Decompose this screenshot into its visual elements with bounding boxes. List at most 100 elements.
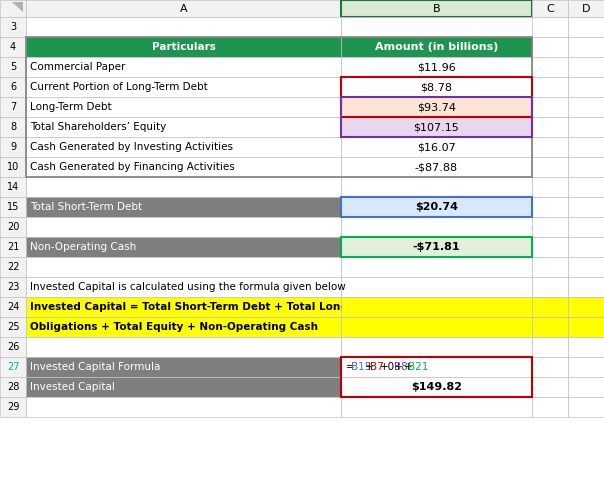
Bar — [26, 157, 341, 177]
Bar — [532, 177, 568, 197]
Text: B: B — [432, 3, 440, 14]
Bar — [568, 177, 604, 197]
Bar — [26, 197, 341, 217]
Bar — [26, 17, 341, 37]
Bar — [0, 197, 26, 217]
Text: B8: B8 — [394, 362, 408, 372]
Bar — [0, 377, 26, 397]
Bar — [0, 77, 26, 97]
Text: $149.82: $149.82 — [411, 382, 462, 392]
Bar — [341, 0, 532, 17]
Bar — [532, 57, 568, 77]
Bar — [532, 217, 568, 237]
Bar — [26, 97, 341, 117]
Bar — [341, 97, 532, 117]
Bar — [26, 397, 341, 417]
Bar — [26, 37, 532, 177]
Text: +: + — [403, 362, 412, 372]
Text: 6: 6 — [10, 82, 16, 92]
Text: Amount (in billions): Amount (in billions) — [375, 42, 498, 52]
Text: B21: B21 — [408, 362, 429, 372]
Text: Long-Term Debt: Long-Term Debt — [30, 102, 112, 112]
Bar — [26, 37, 341, 57]
Text: 25: 25 — [7, 322, 19, 332]
Text: 10: 10 — [7, 162, 19, 172]
Bar — [26, 177, 341, 197]
Bar — [26, 257, 341, 277]
Bar — [0, 237, 26, 257]
Text: 22: 22 — [7, 262, 19, 272]
Bar — [26, 277, 341, 297]
Text: -$87.88: -$87.88 — [415, 162, 458, 172]
Text: $107.15: $107.15 — [414, 122, 460, 132]
Bar — [341, 357, 532, 397]
Bar — [532, 397, 568, 417]
Text: 26: 26 — [7, 342, 19, 352]
Bar — [568, 357, 604, 377]
Bar — [568, 257, 604, 277]
Bar — [26, 377, 341, 397]
Text: Obligations + Total Equity + Non-Operating Cash: Obligations + Total Equity + Non-Operati… — [30, 322, 318, 332]
Bar — [568, 57, 604, 77]
Text: 14: 14 — [7, 182, 19, 192]
Bar — [341, 377, 532, 397]
Bar — [341, 277, 532, 297]
Text: Invested Capital = Total Short-Term Debt + Total Long-Term Debt + Total Lease: Invested Capital = Total Short-Term Debt… — [30, 302, 494, 312]
Bar — [568, 297, 604, 317]
Bar — [568, 277, 604, 297]
Bar — [0, 57, 26, 77]
Text: 9: 9 — [10, 142, 16, 152]
Text: B15: B15 — [351, 362, 371, 372]
Text: 5: 5 — [10, 62, 16, 72]
Bar — [0, 97, 26, 117]
Bar — [341, 317, 532, 337]
Bar — [568, 237, 604, 257]
Text: $11.96: $11.96 — [417, 62, 456, 72]
Bar — [0, 217, 26, 237]
Bar — [532, 0, 568, 17]
Bar — [568, 17, 604, 37]
Bar — [26, 337, 341, 357]
Text: 15: 15 — [7, 202, 19, 212]
Bar — [532, 137, 568, 157]
Text: Invested Capital: Invested Capital — [30, 382, 115, 392]
Bar — [0, 257, 26, 277]
Text: 20: 20 — [7, 222, 19, 232]
Text: $20.74: $20.74 — [415, 202, 458, 212]
Text: $93.74: $93.74 — [417, 102, 456, 112]
Bar — [0, 117, 26, 137]
Bar — [568, 197, 604, 217]
Bar — [568, 397, 604, 417]
Bar — [532, 97, 568, 117]
Text: Invested Capital Formula: Invested Capital Formula — [30, 362, 161, 372]
Bar — [26, 77, 341, 97]
Bar — [26, 357, 341, 377]
Bar — [341, 317, 532, 337]
Bar — [532, 157, 568, 177]
Bar — [341, 77, 532, 117]
Bar — [0, 137, 26, 157]
Text: +: + — [365, 362, 374, 372]
Text: Total Shareholders’ Equity: Total Shareholders’ Equity — [30, 122, 166, 132]
Polygon shape — [11, 2, 23, 12]
Text: 27: 27 — [7, 362, 19, 372]
Bar — [26, 0, 341, 17]
Bar — [341, 337, 532, 357]
Text: Particulars: Particulars — [152, 42, 216, 52]
Bar — [341, 37, 532, 57]
Bar — [0, 397, 26, 417]
Bar — [26, 217, 341, 237]
Bar — [568, 317, 604, 337]
Bar — [341, 397, 532, 417]
Bar — [568, 217, 604, 237]
Bar — [341, 297, 532, 317]
Bar — [0, 297, 26, 317]
Bar — [532, 297, 568, 317]
Text: A: A — [179, 3, 187, 14]
Bar — [341, 97, 532, 137]
Bar — [26, 117, 341, 137]
Bar — [341, 197, 532, 217]
Text: Cash Generated by Financing Activities: Cash Generated by Financing Activities — [30, 162, 235, 172]
Bar — [532, 277, 568, 297]
Bar — [0, 17, 26, 37]
